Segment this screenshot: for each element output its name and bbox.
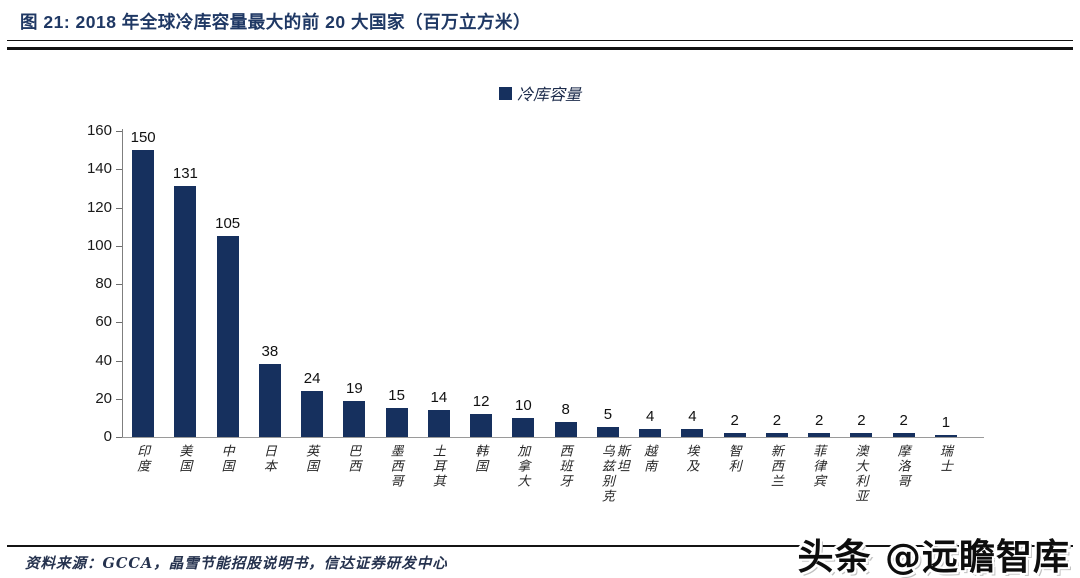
bar-value-label: 105 bbox=[215, 215, 241, 232]
x-axis-category-label: 智利 bbox=[725, 444, 741, 474]
bar bbox=[596, 427, 619, 437]
x-axis-category-label: 韩国 bbox=[472, 444, 488, 474]
x-axis-line bbox=[122, 437, 984, 438]
x-axis-category-label: 乌兹别克斯坦 bbox=[598, 444, 629, 504]
y-axis-tick-label: 0 bbox=[103, 428, 112, 445]
bar bbox=[512, 418, 535, 437]
bar bbox=[554, 422, 577, 437]
bar-value-label: 10 bbox=[515, 397, 532, 414]
x-axis-category-label: 西班牙 bbox=[556, 444, 572, 489]
x-axis-category-label: 巴西 bbox=[345, 444, 361, 474]
legend: 冷库容量 bbox=[0, 81, 1080, 105]
bar-value-label: 19 bbox=[346, 380, 363, 397]
bar bbox=[808, 433, 831, 437]
y-axis-tick-mark bbox=[116, 207, 122, 209]
bar bbox=[343, 401, 366, 437]
bar bbox=[723, 433, 746, 437]
bar-value-label: 38 bbox=[261, 343, 279, 360]
y-axis-tick-label: 140 bbox=[86, 160, 112, 178]
bar-value-label: 15 bbox=[388, 387, 405, 404]
bar bbox=[681, 429, 704, 437]
x-axis-category-label: 新西兰 bbox=[767, 444, 783, 489]
bar bbox=[258, 364, 281, 437]
x-axis-category-label: 越南 bbox=[641, 444, 657, 474]
bar bbox=[934, 435, 957, 437]
bar-value-label: 2 bbox=[730, 412, 739, 429]
y-axis-tick-mark bbox=[116, 284, 122, 285]
y-axis-tick-mark bbox=[116, 437, 122, 438]
x-axis-category-label: 英国 bbox=[303, 444, 319, 474]
y-axis-tick-mark bbox=[116, 398, 122, 400]
bar bbox=[892, 433, 915, 437]
x-axis-category-label: 美国 bbox=[176, 444, 192, 474]
bar-value-label: 12 bbox=[472, 393, 490, 410]
bar-value-label: 4 bbox=[645, 408, 655, 425]
x-axis-category-label: 加拿大 bbox=[514, 444, 530, 489]
x-axis-category-label: 印度 bbox=[134, 444, 150, 474]
bar bbox=[385, 408, 408, 437]
x-axis-category-label: 瑞士 bbox=[936, 444, 952, 474]
legend-label: 冷库容量 bbox=[516, 85, 581, 104]
bar bbox=[427, 410, 450, 437]
bar-value-label: 2 bbox=[814, 412, 824, 429]
x-axis-category-label: 土耳其 bbox=[429, 444, 445, 489]
x-axis-category-label: 菲律宾 bbox=[810, 444, 826, 489]
y-axis-tick-mark bbox=[116, 322, 122, 324]
bar-value-label: 14 bbox=[430, 389, 448, 406]
bar-value-label: 131 bbox=[172, 165, 198, 182]
bar bbox=[639, 429, 662, 437]
bar bbox=[174, 186, 197, 437]
bar bbox=[132, 150, 155, 437]
y-axis-tick-label: 20 bbox=[95, 389, 112, 407]
x-axis-category-label: 埃及 bbox=[683, 444, 699, 474]
bar-value-label: 150 bbox=[130, 129, 156, 146]
x-axis-category-label: 澳大利亚 bbox=[852, 444, 868, 504]
bar-value-label: 4 bbox=[688, 408, 697, 425]
bar-value-label: 2 bbox=[857, 412, 866, 429]
watermark: 头条 @远瞻智库 bbox=[797, 537, 1070, 578]
y-axis-tick-label: 120 bbox=[86, 198, 112, 216]
bar bbox=[301, 391, 324, 437]
y-axis-tick-label: 100 bbox=[86, 236, 112, 254]
y-axis-tick-label: 160 bbox=[86, 122, 112, 139]
title-divider bbox=[7, 40, 1073, 50]
legend-swatch-icon bbox=[498, 86, 512, 100]
y-axis-tick-mark bbox=[116, 169, 122, 171]
source-text: 资料来源：GCCA，晶雪节能招股说明书，信达证券研发中心 bbox=[25, 555, 448, 572]
x-axis-category-label: 日本 bbox=[260, 444, 276, 474]
y-axis-tick-mark bbox=[116, 131, 122, 132]
y-axis-tick-label: 80 bbox=[95, 275, 112, 292]
x-axis-category-label: 墨西哥 bbox=[387, 444, 403, 489]
bar-value-label: 24 bbox=[303, 370, 321, 387]
bar bbox=[765, 433, 788, 437]
bar bbox=[216, 236, 239, 437]
y-axis-tick-label: 40 bbox=[95, 351, 112, 369]
bar-value-label: 2 bbox=[899, 412, 908, 429]
y-axis-tick-mark bbox=[116, 360, 122, 362]
footer-divider bbox=[7, 545, 1073, 547]
bar-value-label: 2 bbox=[772, 412, 782, 429]
bar-value-label: 8 bbox=[561, 401, 570, 418]
x-axis-category-label: 摩洛哥 bbox=[894, 444, 910, 489]
x-axis-category-label: 中国 bbox=[218, 444, 234, 474]
bar-value-label: 5 bbox=[603, 406, 613, 423]
y-axis-tick-mark bbox=[116, 245, 122, 247]
bar bbox=[850, 433, 873, 437]
bar-value-label: 1 bbox=[941, 414, 951, 431]
bar bbox=[470, 414, 493, 437]
figure-title: 图 21: 2018 年全球冷库容量最大的前 20 大国家（百万立方米） bbox=[20, 12, 531, 32]
y-axis-line bbox=[122, 129, 123, 437]
y-axis-tick-label: 60 bbox=[95, 313, 112, 331]
